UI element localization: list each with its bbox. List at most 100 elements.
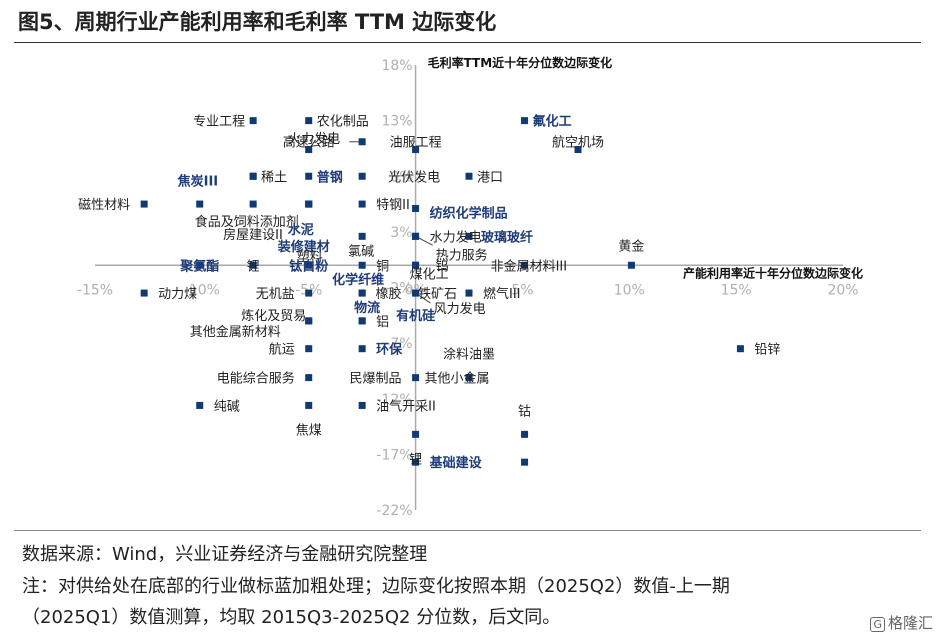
highlight-point-label: 钛白粉 xyxy=(288,258,328,274)
highlight-point-label: 氟化工 xyxy=(533,114,572,130)
point-label: 火力发电 xyxy=(288,131,340,147)
highlight-point-label: 纺织化学制品 xyxy=(430,206,508,222)
data-point xyxy=(627,261,635,269)
data-point xyxy=(521,458,529,466)
watermark-text: 格隆汇 xyxy=(887,614,933,632)
y-tick-label: 3% xyxy=(390,225,412,241)
data-point xyxy=(140,289,148,297)
point-label: 专业工程 xyxy=(193,115,245,130)
highlight-point-label: 基础建设 xyxy=(429,455,483,471)
point-label: 热力服务 xyxy=(436,247,488,263)
data-point xyxy=(521,117,529,125)
x-tick-label: 15% xyxy=(721,282,752,298)
data-point xyxy=(196,401,204,409)
data-point xyxy=(249,117,257,125)
point-label: 铁矿石 xyxy=(418,287,457,302)
point-label: 电能综合服务 xyxy=(217,371,295,387)
point-label: 民爆制品 xyxy=(350,372,402,387)
data-point xyxy=(305,401,313,409)
y-axis-title: 毛利率TTM近十年分位数边际变化 xyxy=(428,55,613,70)
point-label: 铅锌 xyxy=(754,343,780,358)
data-point xyxy=(305,200,313,208)
point-label: 非金属材料III xyxy=(491,258,568,274)
point-label: 铝 xyxy=(376,315,389,330)
data-point xyxy=(521,261,529,269)
data-point xyxy=(305,289,313,297)
y-tick-label: -7% xyxy=(385,336,412,352)
point-label: 锂 xyxy=(409,452,422,467)
title-rule xyxy=(14,42,921,43)
highlight-point-label: 水泥 xyxy=(288,222,314,238)
data-point xyxy=(358,138,366,146)
data-point xyxy=(574,146,582,154)
y-tick-label: -12% xyxy=(376,392,412,408)
data-point xyxy=(249,261,257,269)
x-tick-label: -10% xyxy=(184,282,220,298)
x-tick-label: 20% xyxy=(827,282,858,298)
point-label: 其他小金属 xyxy=(424,371,489,387)
data-point xyxy=(358,401,366,409)
highlight-point-label: 物流 xyxy=(354,300,380,316)
point-label: 水力发电 xyxy=(430,229,482,245)
footnote-line-2: （2025Q1）数值测算，均取 2015Q3-2025Q2 分位数，后文同。 xyxy=(22,607,561,628)
x-axis-title: 产能利用率近十年分位数边际变化 xyxy=(683,265,863,280)
data-point xyxy=(305,317,313,325)
data-point xyxy=(412,261,420,269)
data-point xyxy=(521,430,529,438)
data-point xyxy=(305,261,313,269)
point-label: 磁性材料 xyxy=(78,198,130,213)
data-point xyxy=(412,374,420,382)
data-point xyxy=(196,200,204,208)
y-tick-label: -2% xyxy=(385,281,412,297)
highlight-point-label: 装修建材 xyxy=(277,239,330,255)
point-label: 稀土 xyxy=(261,170,287,185)
point-label: 钨 xyxy=(436,258,449,274)
data-point xyxy=(358,261,366,269)
data-point xyxy=(412,430,420,438)
point-label: 航运 xyxy=(269,342,295,358)
x-tick-label: 5% xyxy=(511,282,533,298)
data-point xyxy=(358,172,366,180)
footnote-line-1: 注：对供给处在底部的行业做标蓝加粗处理；边际变化按照本期（2025Q2）数值-上… xyxy=(22,576,730,597)
data-point xyxy=(465,289,473,297)
data-point xyxy=(412,232,420,240)
data-point xyxy=(358,345,366,353)
highlight-point-label: 玻璃玻纤 xyxy=(481,229,533,245)
point-label: 煤化工 xyxy=(410,267,449,282)
point-label: 光伏发电 xyxy=(388,169,440,185)
point-label: 氯碱 xyxy=(348,244,374,259)
data-point xyxy=(358,200,366,208)
highlight-point-label: 普钢 xyxy=(317,169,343,185)
data-point xyxy=(305,345,313,353)
data-point xyxy=(412,205,420,213)
watermark: G 格隆汇 xyxy=(870,612,933,633)
data-point xyxy=(465,172,473,180)
y-tick-label: -22% xyxy=(376,503,412,519)
y-tick-label: 8% xyxy=(390,169,412,185)
y-tick-label: 18% xyxy=(381,58,412,74)
highlight-point-label: 聚氨酯 xyxy=(179,258,219,274)
data-points xyxy=(140,117,744,466)
y-tick-label: 13% xyxy=(381,114,412,130)
data-point xyxy=(196,261,204,269)
data-point xyxy=(305,172,313,180)
point-label: 锂 xyxy=(247,259,260,274)
point-label: 房屋建设II xyxy=(223,227,283,243)
scatter-chart: 18%13%8%3%-2%-7%-12%-17%-22% -15%-10%-5%… xyxy=(77,55,863,519)
point-label: 黄金 xyxy=(618,238,644,254)
data-point xyxy=(736,345,744,353)
point-label: 港口 xyxy=(477,170,503,185)
data-point xyxy=(249,200,257,208)
x-tick-label: -15% xyxy=(77,282,113,298)
data-point xyxy=(465,232,473,240)
highlight-point-label: 环保 xyxy=(376,342,403,358)
point-label: 铜 xyxy=(376,259,389,274)
data-point xyxy=(465,374,473,382)
highlight-point-label: 焦炭III xyxy=(177,173,219,189)
data-point xyxy=(140,200,148,208)
figure-title: 图5、周期行业产能利用率和毛利率 TTM 边际变化 xyxy=(18,10,497,34)
y-tick-labels: 18% 13% 8% 3% -2% -7% -12% -17% -22% xyxy=(376,58,412,519)
point-label: 食品及饲料添加剂 xyxy=(195,214,299,230)
point-label: 涂料油墨 xyxy=(443,347,495,363)
